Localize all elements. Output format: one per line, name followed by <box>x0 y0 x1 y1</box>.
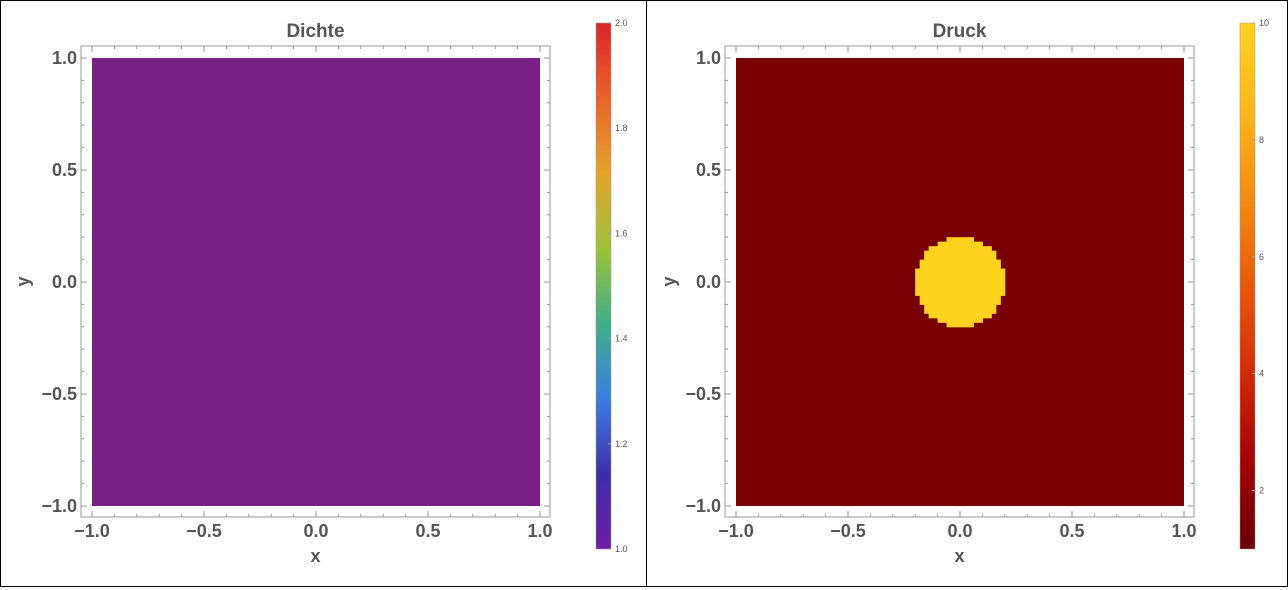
colorbar-tick-label: 2.0 <box>615 18 628 28</box>
y-tick-label: 0.5 <box>52 160 77 180</box>
x-tick-label: 0.5 <box>415 521 440 541</box>
y-tick-label: −1.0 <box>41 496 77 516</box>
heatmap-disk-cell <box>915 282 1006 287</box>
heatmap-disk-cell <box>928 313 992 319</box>
x-tick-label: 0.0 <box>947 521 972 541</box>
colorbar <box>595 22 612 550</box>
colorbar-tick-label: 2 <box>1259 486 1264 496</box>
heatmap-disk-cell <box>919 264 1001 270</box>
x-tick-label: −0.5 <box>830 521 866 541</box>
heatmap-disk-cell <box>928 246 992 252</box>
chart-title: Druck <box>933 21 987 42</box>
y-tick-label: 0.0 <box>52 272 77 292</box>
colorbar <box>1239 22 1256 550</box>
x-tick-label: 0.5 <box>1059 521 1084 541</box>
chart-title: Dichte <box>286 21 344 42</box>
x-tick-label: −0.5 <box>186 521 222 541</box>
y-tick-label: 1.0 <box>696 48 721 68</box>
heatmap-disk-cell <box>919 259 1001 265</box>
heatmap-disk-cell <box>924 255 997 261</box>
y-tick-label: −0.5 <box>41 384 77 404</box>
heatmap-disk-cell <box>915 268 1006 274</box>
y-tick-label: 0.0 <box>696 272 721 292</box>
y-tick-label: 0.5 <box>696 160 721 180</box>
dichte-heatmap: −1.0 −0.5 0.0 0.5 1.0 −1.0 −0.5 0.0 0.5 1.0 Dichte… <box>13 18 628 566</box>
x-tick-label: −1.0 <box>74 521 110 541</box>
y-axis-label: y <box>13 276 33 286</box>
colorbar-tick-label: 1.8 <box>615 123 628 133</box>
x-tick-label: 0.0 <box>303 521 328 541</box>
x-axis-label: x <box>954 546 964 566</box>
heatmap-disk-cell <box>924 304 997 310</box>
colorbar-tick-label: 1.6 <box>615 228 628 238</box>
colorbar-tick-label: 10 <box>1259 18 1269 28</box>
colorbar-tick-label: 1.0 <box>615 544 628 554</box>
x-tick-label: 1.0 <box>527 521 552 541</box>
dichte-chart-panel: −1.0 −0.5 0.0 0.5 1.0 −1.0 −0.5 0.0 0.5 1.0 Dichte… <box>0 0 647 587</box>
heatmap-disk-cell <box>924 308 997 314</box>
colorbar-tick-label: 6 <box>1259 252 1264 262</box>
y-tick-label: −1.0 <box>685 496 721 516</box>
x-axis-label: x <box>310 546 320 566</box>
heatmap-disk-cell <box>924 250 997 256</box>
x-tick-label: 1.0 <box>1171 521 1196 541</box>
colorbar-tick-label: 8 <box>1259 135 1264 145</box>
heatmap-disk <box>915 237 1006 328</box>
druck-chart-panel: −1.0 −0.5 0.0 0.5 1.0 −1.0 −0.5 0.0 0.5 1.0 Druck x… <box>646 0 1288 587</box>
heatmap-disk-cell <box>946 322 974 328</box>
y-axis-label: y <box>659 276 679 286</box>
heatmap-disk-cell <box>915 290 1006 296</box>
heatmap-disk-cell <box>919 295 1001 301</box>
heatmap-disk-cell <box>915 273 1006 279</box>
y-tick-label: 1.0 <box>52 48 77 68</box>
x-tick-label: −1.0 <box>718 521 754 541</box>
colorbar-tick-label: 1.2 <box>615 439 628 449</box>
heatmap-disk-cell <box>937 241 983 247</box>
colorbar-tick-label: 1.4 <box>615 334 628 344</box>
heatmap-disk-cell <box>915 286 1006 292</box>
heatmap-field <box>92 58 540 506</box>
druck-heatmap: −1.0 −0.5 0.0 0.5 1.0 −1.0 −0.5 0.0 0.5 1.0 Druck x… <box>659 18 1269 566</box>
colorbar-tick-label: 4 <box>1259 369 1264 379</box>
heatmap-disk-cell <box>946 237 974 243</box>
heatmap-disk-cell <box>915 277 1006 283</box>
y-tick-label: −0.5 <box>685 384 721 404</box>
heatmap-disk-cell <box>919 299 1001 305</box>
heatmap-disk-cell <box>937 317 983 323</box>
